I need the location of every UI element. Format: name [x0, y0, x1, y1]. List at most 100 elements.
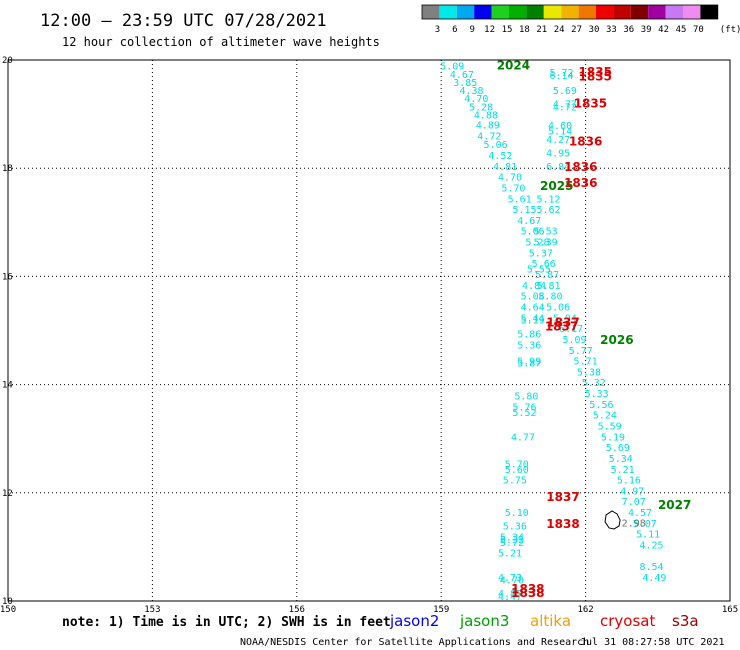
legend-swatch: [509, 5, 527, 19]
legend-swatch: [543, 5, 562, 19]
wave-height-label: 5.76: [512, 403, 536, 414]
wave-height-label: 5.69: [606, 443, 630, 454]
chart-subtitle: 12 hour collection of altimeter wave hei…: [62, 35, 380, 49]
wave-height-label: 5.36: [503, 522, 527, 533]
legend-label: 3: [435, 25, 440, 35]
wave-height-label: 4.84: [522, 281, 546, 292]
legend-swatch: [526, 5, 544, 19]
wave-height-label: 4.60: [548, 121, 572, 132]
legend-swatch: [630, 5, 649, 19]
wave-height-label: 5.34: [500, 532, 524, 543]
wave-height-label: 5.32: [582, 378, 606, 389]
pass-label: 2024: [497, 59, 530, 73]
color-legend: 3 6 9 12 15 18 21 24 27 30 33 36 39 42 45 70 (ft): [421, 4, 740, 35]
wave-height-label: 4.25: [639, 541, 663, 552]
x-tick-label: 159: [433, 605, 449, 615]
x-tick-label: 153: [144, 605, 160, 615]
wave-height-label: 5.19: [521, 315, 545, 326]
y-tick-label: 14: [2, 381, 13, 391]
legend-swatch: [456, 5, 475, 19]
wave-height-label: 6.17: [559, 324, 583, 335]
y-tick-label: 20: [2, 56, 13, 66]
legend-label: 42: [658, 25, 669, 35]
legend-label: 21: [536, 25, 547, 35]
wave-height-label: 4.57: [628, 508, 652, 519]
wave-height-label: 5.99: [517, 357, 541, 368]
wave-height-label: 5.72: [500, 538, 524, 549]
pass-label: 1836: [569, 134, 602, 148]
wave-height-label: 5.72: [549, 68, 573, 79]
legend-swatch: [422, 5, 440, 19]
wave-height-label: 5.94: [553, 313, 577, 324]
wave-height-label: 5.39: [534, 238, 558, 249]
pass-label: 2026: [600, 333, 633, 347]
legend-frame: [421, 4, 719, 20]
wave-height-label: 4.38: [459, 86, 483, 97]
legend-swatch: [561, 5, 579, 19]
wave-height-label: 5.14: [548, 127, 572, 138]
legend-label: 70: [693, 25, 704, 35]
wave-height-label: 6.84: [546, 162, 570, 173]
pass-label: 1837: [546, 490, 579, 504]
y-tick-label: 10: [2, 597, 13, 607]
wave-height-label: 5.11: [636, 530, 660, 541]
wave-height-label: 5.19: [601, 432, 625, 443]
pass-label: 2025: [540, 179, 573, 193]
wave-height-label: 5.37: [529, 248, 553, 259]
legend-unit: (ft): [720, 25, 740, 35]
satellite-name: cryosat: [600, 612, 655, 630]
y-tick-label: 18: [2, 164, 13, 174]
wave-height-label: 5.10: [505, 508, 529, 519]
wave-height-label: 4.70: [464, 94, 488, 105]
note-text: note: 1) Time is in UTC; 2) SWH is in fe…: [62, 615, 391, 630]
wave-height-label: 5.66: [532, 259, 556, 270]
satellite-name: jason3: [459, 612, 509, 630]
wave-height-label: 5.61: [508, 194, 532, 205]
satellite-legend: jason2 jason3 altika cryosat s3a: [389, 612, 699, 630]
x-tick-label: 162: [577, 605, 593, 615]
wave-height-label: 5.59: [598, 422, 622, 433]
legend-label: 24: [554, 25, 565, 35]
wave-height-label: 5.33: [585, 389, 609, 400]
legend-swatch: [474, 5, 492, 19]
pass-label: 1835: [574, 97, 607, 111]
legend-label: 18: [519, 25, 530, 35]
legend-label: 15: [502, 25, 513, 35]
wave-height-label: 3.85: [453, 78, 477, 89]
wave-height-label: 5.70: [505, 459, 529, 470]
wave-height-label: 5.38: [577, 367, 601, 378]
y-tick-label: 12: [2, 489, 13, 499]
wave-height-label: 5.86: [517, 330, 541, 341]
wave-height-label: 4.72: [477, 132, 501, 143]
pass-label: 1835: [579, 65, 612, 79]
wave-height-label: 5.24: [593, 411, 617, 422]
wave-height-label: 5.09: [440, 62, 464, 73]
wave-height-label: 4.27: [546, 135, 570, 146]
wave-height-label: 4.67: [517, 216, 541, 227]
wave-height-label: 4.77: [511, 432, 535, 443]
legend-swatch: [439, 5, 457, 19]
wave-height-label: 5.62: [536, 205, 560, 216]
wave-height-label: 5.08: [521, 292, 545, 303]
legend-label: 39: [641, 25, 652, 35]
wave-height-label: 5.09: [562, 335, 586, 346]
x-tick-label: 165: [722, 605, 738, 615]
wave-height-label: 5.07: [633, 519, 657, 530]
wave-height-label: 5.52: [512, 408, 536, 419]
wave-height-label: 5.75: [503, 476, 527, 487]
legend-label: 33: [606, 25, 617, 35]
wave-height-label: 4.95: [546, 148, 570, 159]
pass-label: 1837: [546, 316, 579, 330]
wave-height-label: 4.64: [521, 302, 545, 313]
wave-height-label: 5.60: [505, 465, 529, 476]
wave-height-label: 4.81: [493, 162, 517, 173]
legend-label: 6: [452, 25, 457, 35]
plot-frame: [7, 59, 731, 602]
satellite-name: jason2: [389, 612, 439, 630]
legend-swatch: [700, 5, 718, 19]
wave-height-label: 4.49: [642, 573, 666, 584]
wave-height-label: 4.77: [553, 100, 577, 111]
legend-swatch: [613, 5, 631, 19]
legend-label: 12: [484, 25, 495, 35]
wave-height-label: 5.77: [569, 346, 593, 357]
